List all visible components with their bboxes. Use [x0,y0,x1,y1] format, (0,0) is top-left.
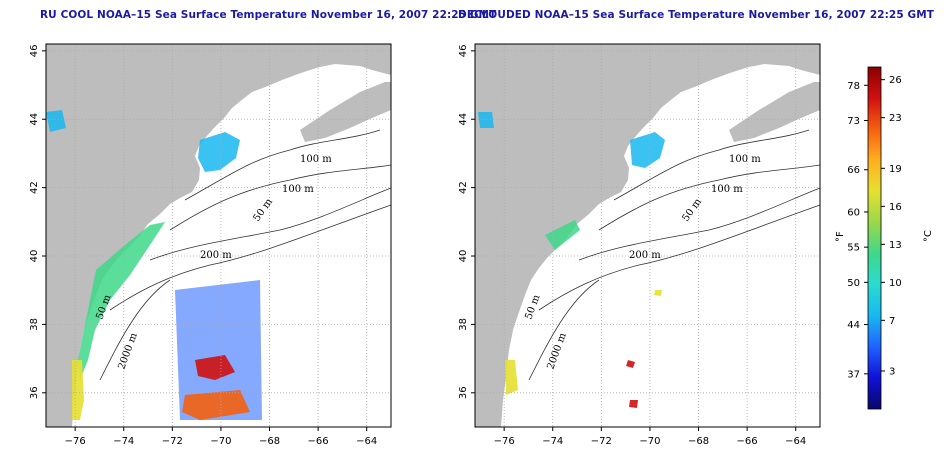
y-tick-label: 38 [29,318,40,331]
y-tick-label: 46 [458,44,469,57]
contour-label: 100 m [300,154,332,165]
celsius-unit-label: °C [923,230,934,242]
fahrenheit-tick: 44 [847,320,860,331]
grid-lines [46,44,391,427]
sst-swatch [545,220,580,250]
celsius-tick: 16 [889,202,902,213]
fahrenheit-ticks: 78 73 66 60 55 50 44 37 [847,81,868,380]
celsius-tick: 23 [889,113,902,124]
x-tick-label: −64 [785,436,806,447]
y-tick-label: 42 [29,181,40,194]
y-tick-label: 38 [458,318,469,331]
fahrenheit-tick: 50 [847,278,860,289]
fahrenheit-tick: 78 [847,81,860,92]
x-tick-label: −74 [113,436,134,447]
celsius-ticks: 26 23 19 16 13 10 7 3 [881,75,902,378]
sst-swatch [654,290,662,296]
contour-label: 100 m [729,154,761,165]
grid-lines [475,44,820,427]
y-tick-label: 40 [29,250,40,263]
celsius-tick: 26 [889,75,902,86]
y-tick-label: 36 [458,386,469,399]
y-tick-label: 46 [29,44,40,57]
sst-swatch [182,390,250,420]
nova-scotia [729,82,820,142]
y-tick-label: 44 [29,113,40,126]
fahrenheit-tick: 55 [847,243,860,254]
fahrenheit-unit-label: °F [835,231,846,242]
fahrenheit-tick: 73 [847,116,860,127]
fahrenheit-tick: 60 [847,207,860,218]
x-tick-label: −66 [737,436,758,447]
sst-swatch [478,112,494,128]
sst-swatch [198,132,240,172]
y-tick-label: 40 [458,250,469,263]
celsius-tick: 13 [889,240,902,251]
sst-swatch [629,400,638,408]
colorbar-ramp [867,66,882,410]
isobaths [528,129,821,381]
x-tick-label: −74 [542,436,563,447]
y-tick-label: 36 [29,386,40,399]
fahrenheit-tick: 66 [847,165,860,176]
fahrenheit-tick: 37 [847,369,860,380]
x-tick-label: −76 [494,436,515,447]
celsius-tick: 7 [889,316,895,327]
celsius-tick: 3 [889,367,895,378]
x-tick-label: −68 [688,436,709,447]
x-axis: −76 −74 −72 −70 −68 −66 −64 [494,427,806,447]
x-tick-label: −68 [259,436,280,447]
land-mass [46,44,391,427]
x-tick-label: −72 [162,436,183,447]
y-axis: 36 38 40 42 44 46 [29,44,46,399]
map-title-raw: RU COOL NOAA–15 Sea Surface Temperature … [40,9,497,21]
x-tick-label: −70 [210,436,231,447]
x-tick-label: −70 [639,436,660,447]
celsius-tick: 10 [889,278,902,289]
contour-label: 200 m [629,250,661,261]
sst-swatch [78,222,165,380]
y-tick-label: 44 [458,113,469,126]
contour-label: 100 m [282,184,314,195]
sst-swatch [195,355,235,380]
sst-swatch [626,360,635,368]
sst-swatch [505,360,518,395]
x-tick-label: −66 [308,436,329,447]
isobaths [99,129,392,381]
celsius-tick: 19 [889,164,902,175]
nova-scotia [300,82,391,142]
x-tick-label: −72 [591,436,612,447]
y-axis: 36 38 40 42 44 46 [458,44,475,399]
contour-label: 100 m [711,184,743,195]
land-mass [475,44,820,427]
sst-swatch [175,280,262,420]
sst-swatch [630,132,665,168]
x-axis: −76 −74 −72 −70 −68 −66 −64 [65,427,377,447]
map-title-declouded: DECLOUDED NOAA–15 Sea Surface Temperatur… [458,9,935,21]
contour-label: 200 m [200,250,232,261]
y-tick-label: 42 [458,181,469,194]
x-tick-label: −64 [356,436,377,447]
sst-swatch [46,110,66,132]
x-tick-label: −76 [65,436,86,447]
